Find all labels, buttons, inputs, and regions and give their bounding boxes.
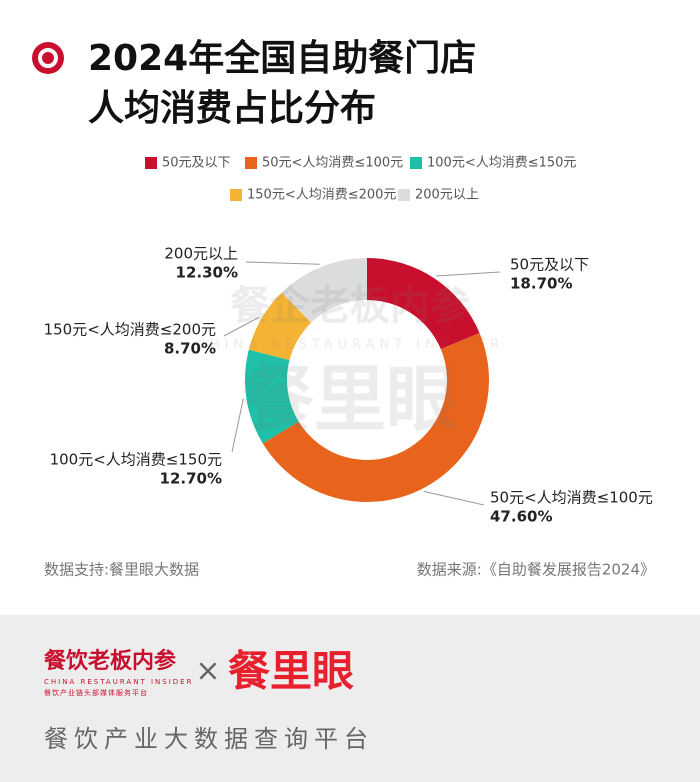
leader-line xyxy=(423,490,485,506)
legend-label: 150元<人均消费≤200元 xyxy=(247,188,396,203)
legend-swatch xyxy=(145,157,157,169)
slice-label: 50元及以下 xyxy=(510,256,589,274)
slice-value: 8.70% xyxy=(164,340,216,358)
chart-title: 2024年全国自助餐门店 xyxy=(88,37,476,79)
chart-title: 人均消费占比分布 xyxy=(88,88,376,129)
source-note: 数据支持:餐里眼大数据 xyxy=(44,561,199,579)
footer-background xyxy=(0,615,700,782)
donut-segment xyxy=(367,258,480,350)
footer-brand: 餐饮老板内参 xyxy=(44,648,176,674)
title-icon xyxy=(32,42,64,74)
footer-tagline-small: 餐饮产业链头部媒体服务平台 xyxy=(44,688,148,697)
donut-segment xyxy=(262,332,489,502)
slice-value: 47.60% xyxy=(490,508,552,526)
donut-segment xyxy=(245,349,299,444)
watermark-logo: 餐里眼 xyxy=(242,358,458,442)
slice-value: 12.30% xyxy=(176,264,238,282)
legend-swatch xyxy=(245,157,257,169)
watermark-english: CHINA RESTAURANT INSIDER xyxy=(196,338,504,353)
slice-label: 150元<人均消费≤200元 xyxy=(44,321,216,339)
source-note: 数据来源:《自助餐发展报告2024》 xyxy=(417,561,655,579)
legend-swatch xyxy=(398,189,410,201)
background xyxy=(0,0,700,615)
legend-label: 100元<人均消费≤150元 xyxy=(427,156,576,171)
footer-cross: × xyxy=(195,654,220,689)
watermark: 餐企老板内参 CHINA RESTAURANT INSIDER 餐里眼 xyxy=(196,283,504,442)
footer-slogan: 餐饮产业大数据查询平台 xyxy=(44,725,374,753)
footer-english: CHINA RESTAURANT INSIDER xyxy=(44,678,193,686)
slice-label: 200元以上 xyxy=(164,245,238,263)
leader-line xyxy=(436,271,501,277)
donut-segment xyxy=(281,258,367,323)
title-icon-ring xyxy=(38,48,58,68)
legend-swatch xyxy=(410,157,422,169)
slice-value: 12.70% xyxy=(160,470,222,488)
slice-label: 100元<人均消费≤150元 xyxy=(50,451,222,469)
legend-label: 200元以上 xyxy=(415,188,479,203)
legend-label: 50元及以下 xyxy=(162,156,231,171)
leader-line xyxy=(245,261,320,265)
footer-partner: 餐里眼 xyxy=(228,647,354,696)
slice-label: 50元<人均消费≤100元 xyxy=(490,489,653,507)
watermark-brand: 餐企老板内参 xyxy=(230,283,470,329)
legend-label: 50元<人均消费≤100元 xyxy=(262,156,403,171)
legend-swatch xyxy=(230,189,242,201)
slice-value: 18.70% xyxy=(510,275,572,293)
donut-segment xyxy=(248,292,312,361)
leader-line xyxy=(223,316,260,337)
leader-line xyxy=(231,398,244,453)
